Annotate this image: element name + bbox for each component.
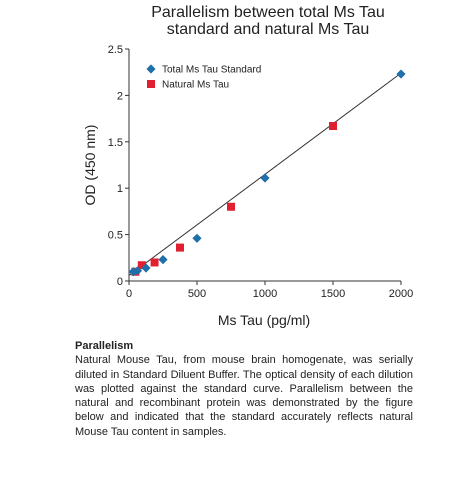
y-tick-label: 0: [117, 276, 123, 288]
natural-point: [329, 122, 337, 131]
chart-svg: Parallelism between total Ms Tau standar…: [82, 4, 414, 328]
standard-point: [192, 233, 202, 243]
caption-body: Natural Mouse Tau, from mouse brain homo…: [75, 354, 413, 438]
figure-caption: Parallelism Natural Mouse Tau, from mous…: [75, 339, 413, 439]
chart-title-line-2: standard and natural Ms Tau: [167, 21, 370, 38]
standard-point: [396, 69, 406, 79]
standard-point: [141, 263, 151, 273]
x-tick-label: 2000: [389, 288, 413, 300]
data-points: [128, 69, 406, 277]
chart-title: Parallelism between total Ms Tau standar…: [151, 4, 385, 38]
legend: Total Ms Tau Standard Natural Ms Tau: [146, 64, 261, 91]
y-axis-label: OD (450 nm): [82, 125, 98, 206]
standard-point: [260, 173, 270, 183]
legend-square-marker: [147, 80, 155, 88]
standard-point: [128, 267, 138, 277]
chart-title-line-1: Parallelism between total Ms Tau: [151, 4, 385, 21]
y-tick-label: 2.5: [108, 44, 123, 56]
legend-diamond-marker: [146, 64, 156, 74]
x-tick-label: 1000: [253, 288, 277, 300]
natural-point: [227, 202, 235, 211]
x-tick-label: 500: [188, 288, 206, 300]
legend-label-standard: Total Ms Tau Standard: [162, 65, 261, 76]
x-tick-label: 1500: [321, 288, 345, 300]
y-tick-label: 1: [117, 183, 123, 195]
y-tick-label: 1.5: [108, 137, 123, 149]
natural-point: [176, 243, 184, 252]
y-tick-label: 2: [117, 90, 123, 102]
legend-label-natural: Natural Ms Tau: [162, 80, 229, 91]
standard-point: [158, 255, 168, 265]
standard-point: [132, 266, 143, 276]
x-tick-label: 0: [126, 288, 132, 300]
caption-heading: Parallelism: [75, 340, 134, 352]
natural-point: [137, 261, 146, 270]
natural-point: [150, 258, 159, 267]
y-tick-label: 0.5: [108, 230, 123, 242]
axes: 0 0.5 1 1.5 2 2.5 0 500 1000 1500 2000: [108, 44, 414, 300]
x-axis-label: Ms Tau (pg/ml): [218, 312, 310, 328]
parallelism-chart: Parallelism between total Ms Tau standar…: [82, 4, 414, 328]
